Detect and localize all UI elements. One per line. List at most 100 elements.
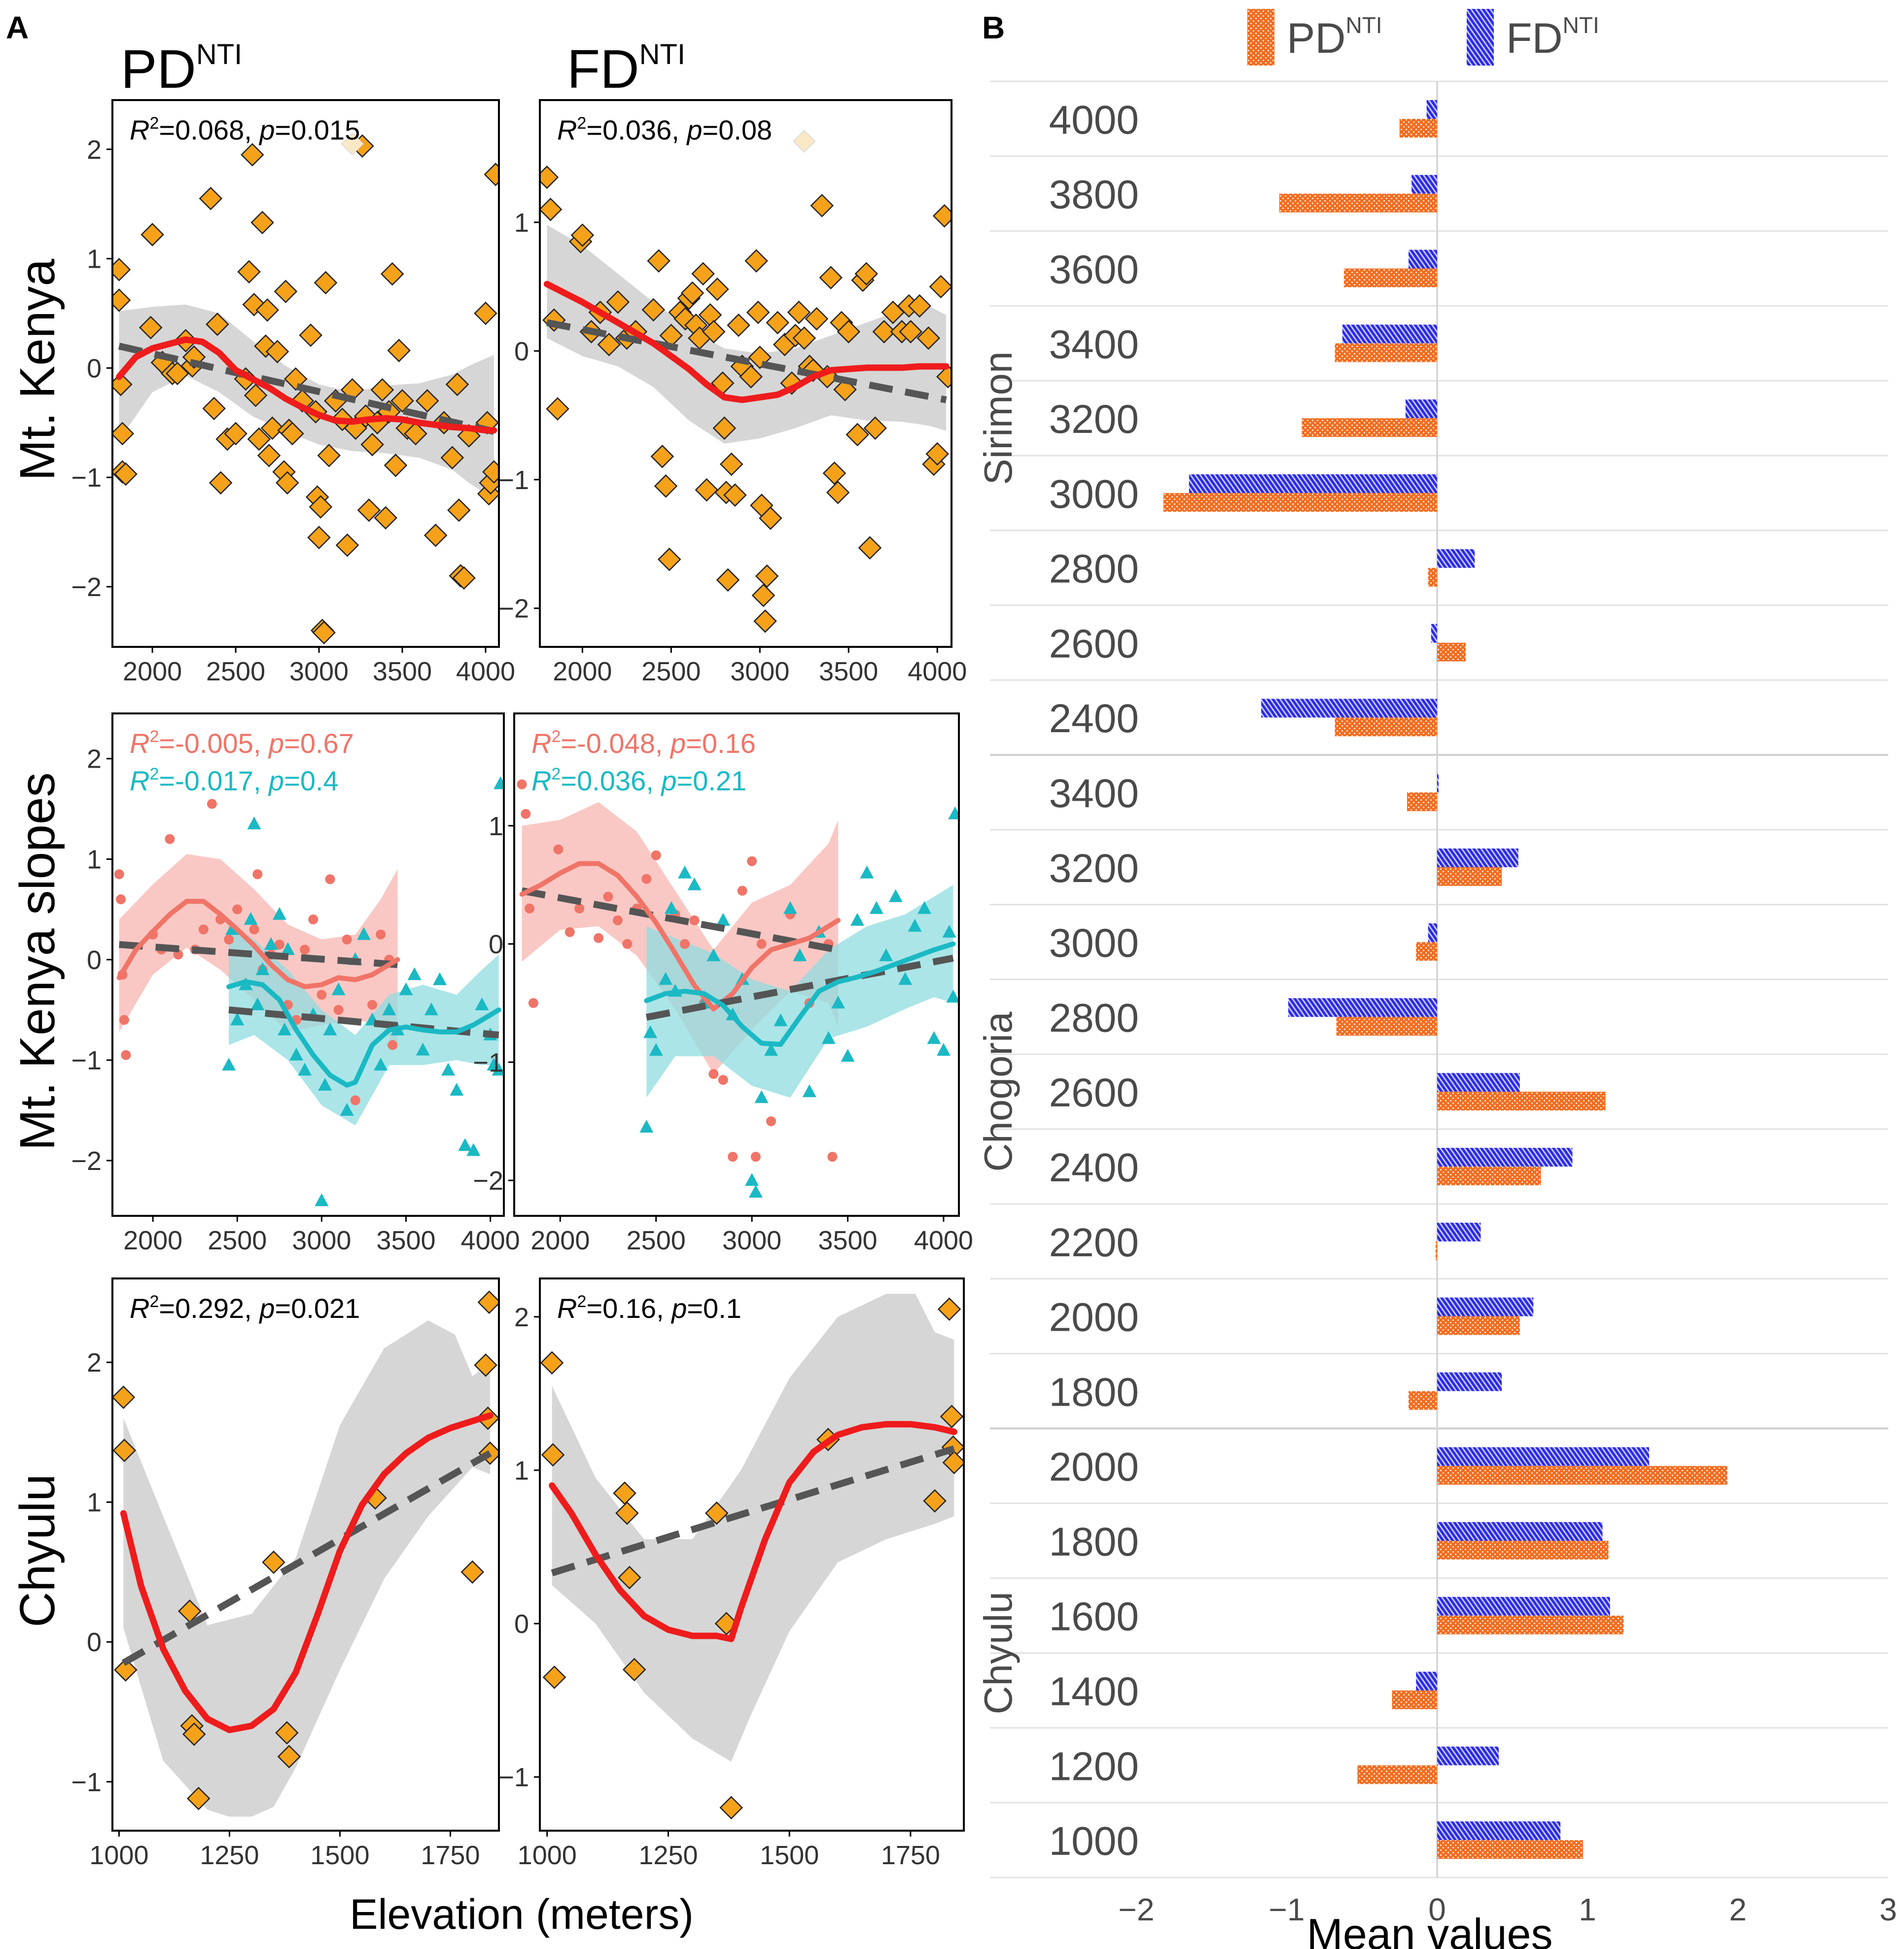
x-tick-label: 1750 (421, 1841, 480, 1870)
data-point (290, 389, 315, 413)
data-point (540, 198, 563, 221)
stats-annotation: R2=-0.005, p=0.67 (130, 727, 354, 759)
data-point (641, 298, 666, 322)
data-point (441, 1063, 456, 1076)
stat-p-value: =0.67 (284, 728, 354, 759)
x-tick-label: 1500 (310, 1841, 369, 1870)
x-tick-label: 3000 (722, 1226, 781, 1255)
data-point (474, 1353, 497, 1377)
data-point (374, 506, 397, 530)
bar-pd-chogoria-2800 (1336, 1017, 1437, 1036)
points-main (540, 1297, 964, 1820)
regression-line (546, 319, 947, 403)
data-point (764, 1043, 778, 1056)
bar-fd-chyulu-1400 (1416, 1671, 1437, 1691)
data-point (278, 1022, 292, 1035)
bar-pd-sirimon-3200 (1302, 418, 1437, 437)
x-tick-label: 2500 (627, 1226, 686, 1255)
x-tick-label: 4000 (908, 657, 967, 686)
data-point (613, 1481, 636, 1505)
x-tick-label: 2000 (123, 1226, 182, 1255)
data-point (224, 934, 234, 945)
data-point (525, 903, 535, 914)
regression-line (121, 1450, 492, 1666)
stats-annotation: R2=0.292, p=0.021 (130, 1292, 360, 1324)
data-point (603, 891, 613, 902)
bar-fd-sirimon-3200 (1405, 399, 1437, 419)
data-point (224, 422, 247, 446)
x-tick-label: 2500 (641, 657, 701, 686)
smooth-line (519, 861, 841, 1012)
data-point (423, 523, 448, 547)
elevation-label: 2600 (1049, 1070, 1139, 1115)
data-point (622, 1658, 646, 1682)
data-point (659, 972, 673, 985)
data-point (264, 937, 278, 950)
bar-fd-chyulu-1800 (1437, 1522, 1603, 1541)
smooth-line (116, 899, 400, 990)
stat-r-value: =0.292, (159, 1293, 259, 1324)
data-point (474, 301, 497, 325)
data-point (367, 1000, 378, 1010)
data-point (748, 1185, 763, 1198)
y-tick-label: −1 (71, 1768, 102, 1797)
stat-r-value: =-0.048, (561, 728, 670, 759)
data-point (308, 914, 318, 924)
stat-p-symbol: p (268, 728, 284, 759)
elevation-label: 2800 (1049, 547, 1139, 592)
data-point (643, 1025, 658, 1038)
elevation-label: 4000 (1049, 98, 1139, 142)
data-point (447, 498, 471, 522)
data-point (917, 326, 940, 350)
data-point (482, 460, 499, 484)
data-point (357, 498, 381, 522)
data-point (415, 389, 439, 413)
bar-fd-chyulu-2000 (1437, 1447, 1650, 1466)
data-point (230, 1012, 245, 1026)
data-point (186, 1787, 211, 1810)
data-point (810, 194, 834, 217)
data-point (802, 1084, 816, 1098)
bar-fd-chogoria-3400 (1437, 774, 1439, 793)
data-point (792, 326, 816, 350)
confidence-band (552, 1294, 954, 1762)
bar-pd-chogoria-2000 (1437, 1316, 1520, 1335)
bar-pd-sirimon-3600 (1343, 268, 1437, 287)
bar-fd-chogoria-2400 (1437, 1148, 1573, 1167)
data-point (766, 311, 790, 335)
data-point (651, 850, 661, 860)
y-tick-label: 1 (87, 1488, 102, 1518)
bar-pd-chogoria-2400 (1437, 1167, 1541, 1186)
bar-pd-sirimon-3000 (1163, 493, 1437, 512)
data-point (879, 948, 893, 961)
data-point (940, 1405, 964, 1428)
stats-annotation: R2=0.036, p=0.21 (531, 765, 746, 796)
smooth-line (543, 281, 950, 403)
plot-area (114, 776, 504, 1206)
data-point (484, 163, 499, 186)
data-point (222, 1058, 236, 1071)
data-point (404, 422, 427, 446)
data-point (440, 446, 464, 470)
column-title-fd-sup: NTI (639, 38, 685, 71)
data-point (821, 1031, 836, 1044)
y-tick-label: 0 (489, 930, 503, 959)
data-point (166, 361, 189, 386)
y-tick-label: −2 (473, 1166, 503, 1196)
y-tick-label: 1 (514, 208, 529, 238)
data-point (342, 934, 352, 945)
data-point (281, 942, 295, 955)
row-title-mt-kenya: Mt. Kenya (10, 259, 65, 481)
data-point (787, 300, 811, 324)
bar-fd-chogoria-3000 (1428, 923, 1437, 942)
y-tick-label: 2 (87, 1348, 102, 1378)
data-point (826, 481, 850, 504)
stat-r-value: =0.036, (561, 765, 661, 796)
data-point (114, 869, 124, 880)
legend-label-pd: PDNTI (1287, 12, 1382, 62)
data-point (759, 506, 782, 530)
data-point (475, 997, 489, 1011)
data-point (298, 1063, 312, 1076)
data-point (540, 1351, 564, 1375)
data-point (112, 1385, 136, 1409)
